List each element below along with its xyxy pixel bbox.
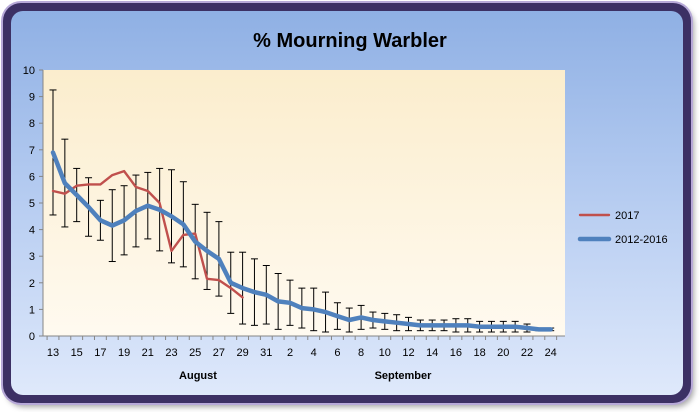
legend-label: 2017: [615, 210, 639, 222]
month-label: September: [375, 370, 433, 382]
x-tick-label: 18: [473, 347, 485, 359]
x-tick-label: 20: [497, 347, 509, 359]
legend: 2017 2012-2016: [577, 210, 668, 246]
x-tick-label: 25: [189, 347, 201, 359]
y-tick-label: 4: [29, 225, 35, 237]
x-tick-label: 21: [142, 347, 154, 359]
series-line-2012-2016: [50, 150, 553, 332]
y-tick-label: 0: [29, 331, 35, 343]
y-tick-label: 10: [23, 65, 35, 77]
x-tick-label: 4: [311, 347, 317, 359]
x-tick-label: 24: [545, 347, 557, 359]
plot-area: [43, 70, 565, 336]
x-tick-label: 2: [287, 347, 293, 359]
y-tick-label: 7: [29, 145, 35, 157]
x-tick-label: 22: [521, 347, 533, 359]
x-tick-label: 12: [402, 347, 414, 359]
x-tick-label: 23: [165, 347, 177, 359]
x-tick-label: 19: [118, 347, 130, 359]
series-lines: [50, 150, 553, 332]
x-tick-label: 27: [213, 347, 225, 359]
x-tick-label: 15: [71, 347, 83, 359]
y-tick-label: 9: [29, 92, 35, 104]
y-tick-label: 6: [29, 171, 35, 183]
legend-label: 2012-2016: [615, 234, 668, 246]
y-tick-label: 8: [29, 118, 35, 130]
y-tick-label: 1: [29, 304, 35, 316]
x-tick-label: 17: [94, 347, 106, 359]
x-tick-label: 10: [379, 347, 391, 359]
x-tick-label: 31: [260, 347, 272, 359]
y-tick-label: 3: [29, 251, 35, 263]
x-tick-label: 6: [334, 347, 340, 359]
month-label: August: [179, 370, 217, 382]
series-line-2017: [51, 169, 244, 299]
x-tick-label: 14: [426, 347, 438, 359]
y-tick-label: 5: [29, 198, 35, 210]
x-tick-label: 16: [450, 347, 462, 359]
y-tick-label: 2: [29, 278, 35, 290]
x-tick-label: 13: [47, 347, 59, 359]
x-tick-label: 29: [236, 347, 248, 359]
chart-title: % Mourning Warbler: [253, 30, 447, 52]
x-tick-label: 8: [358, 347, 364, 359]
